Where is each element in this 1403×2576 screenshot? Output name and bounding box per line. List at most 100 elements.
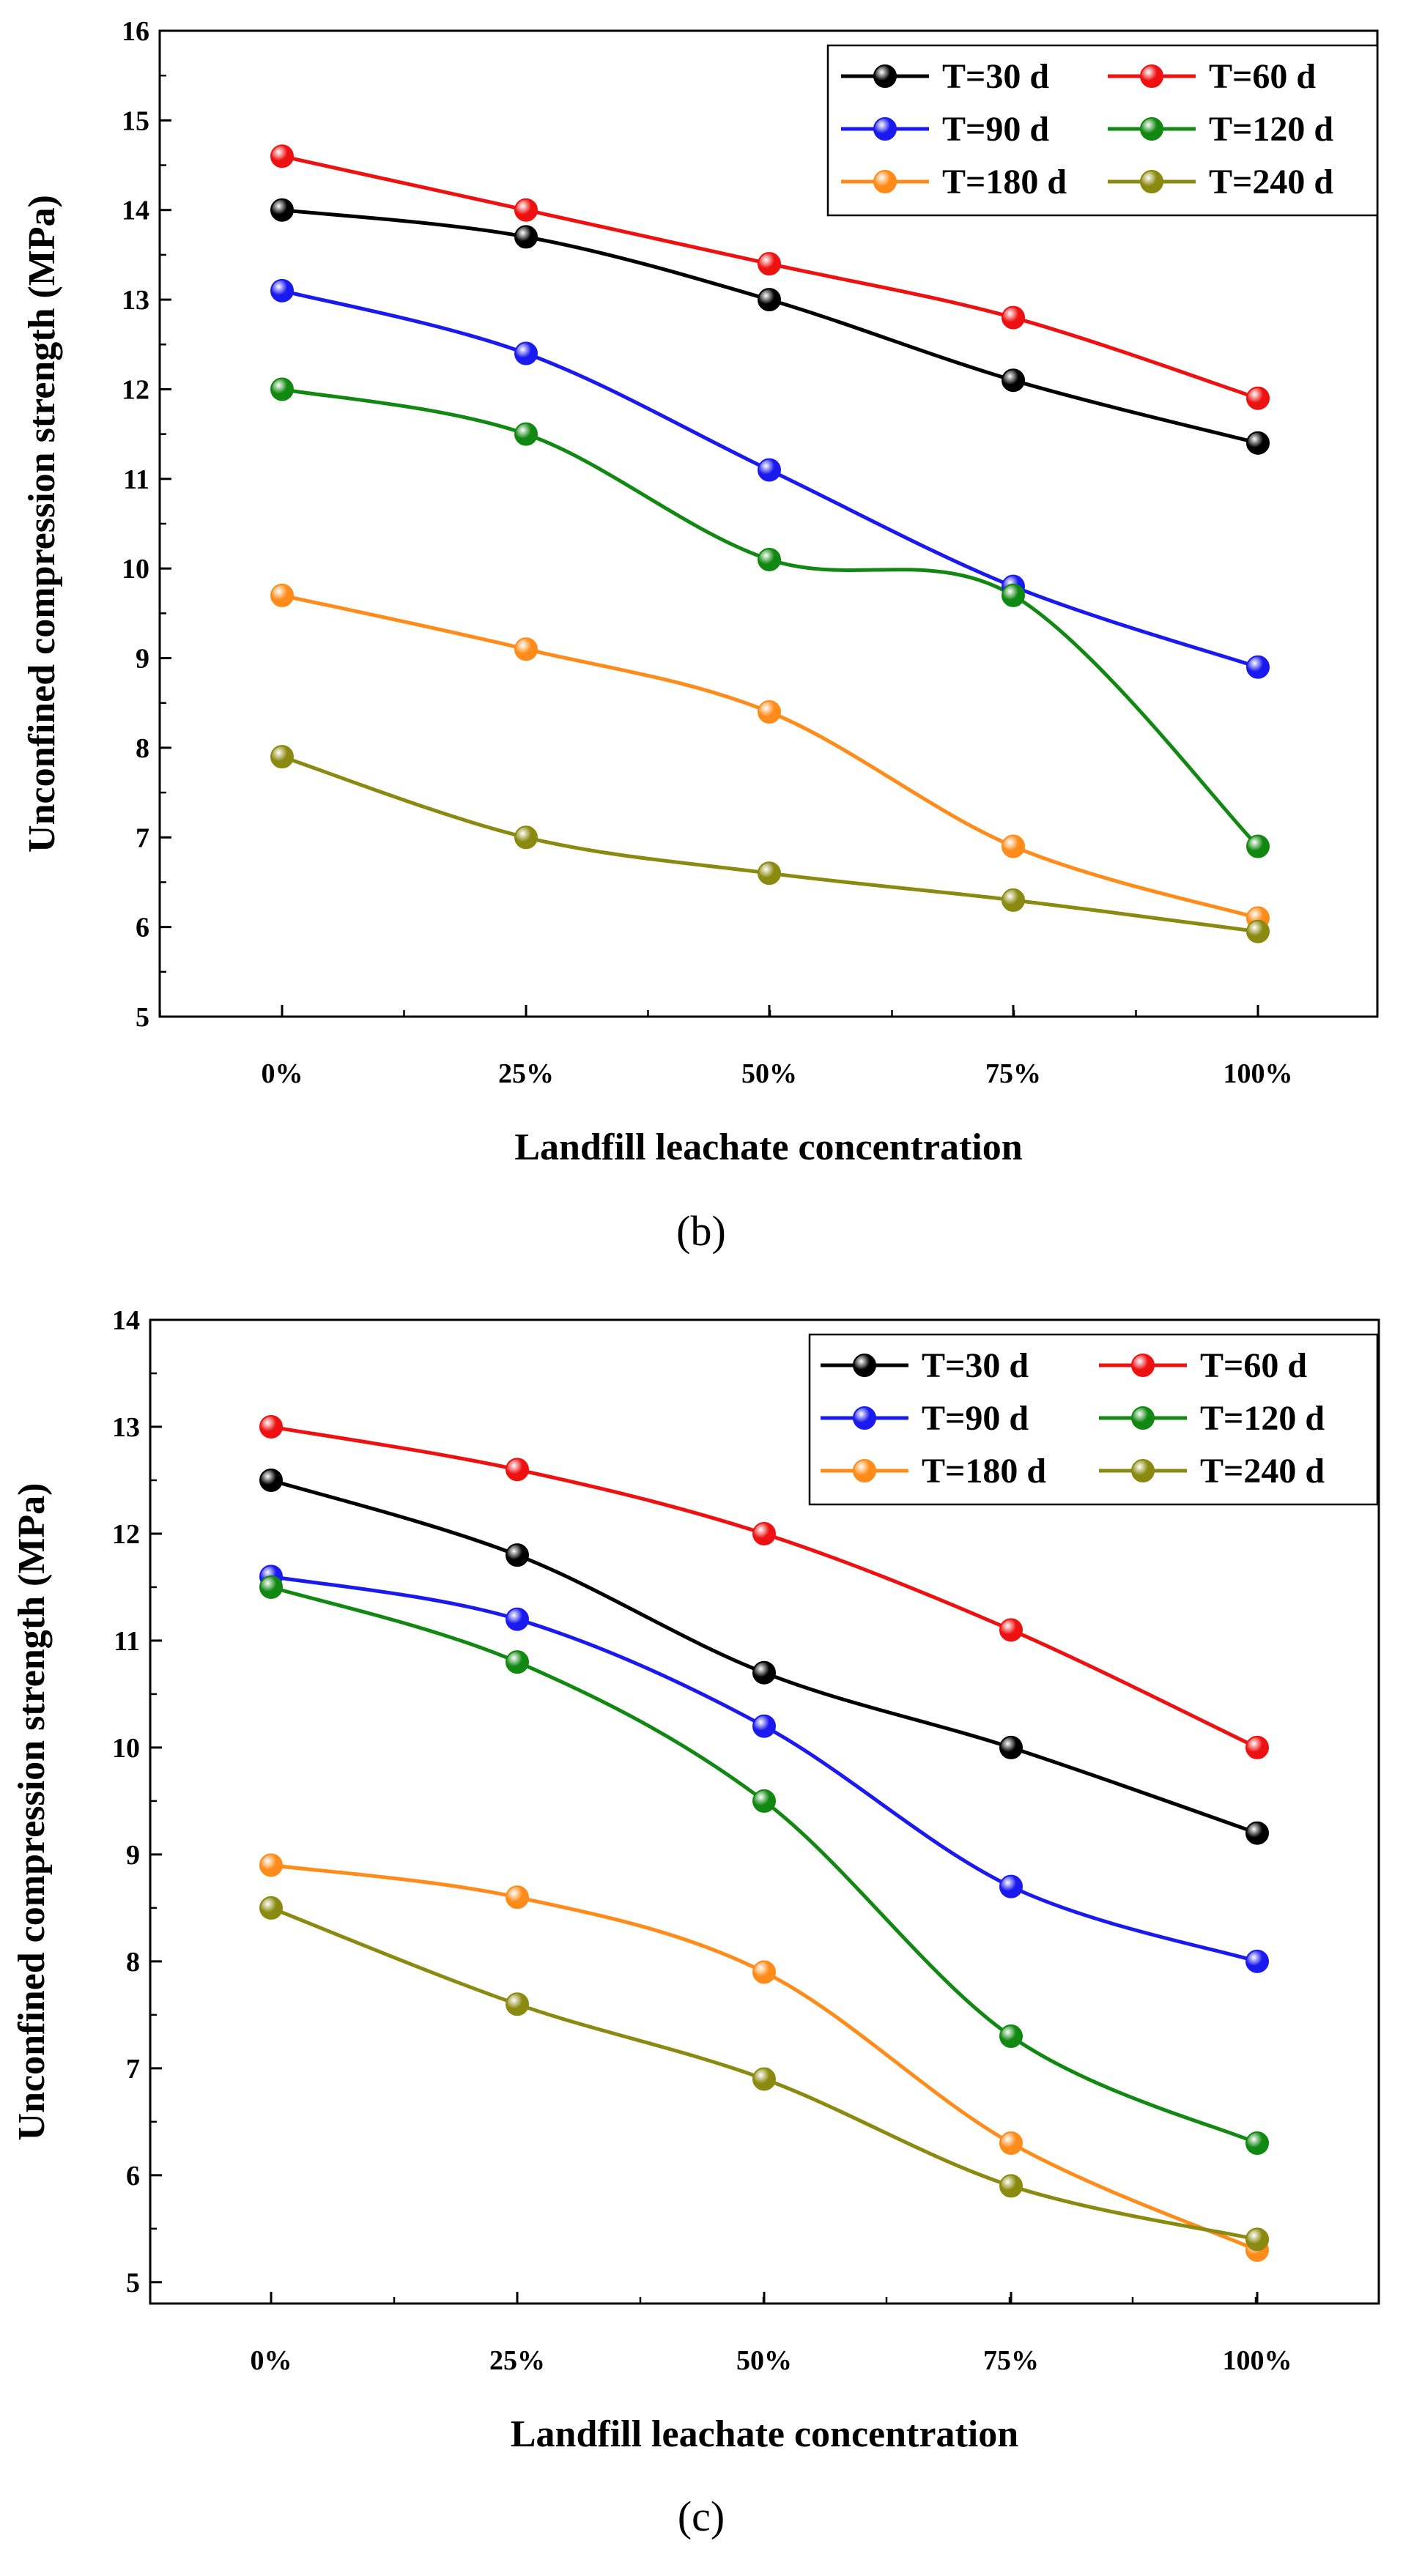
legend-label: T=120 d [1200,1399,1325,1438]
data-point [1002,368,1025,393]
data-point [514,637,538,661]
series-line-t30d [280,208,1260,445]
data-point [999,2131,1023,2156]
x-tick-label: 25% [498,1058,554,1089]
data-point [1246,655,1270,679]
legend-label: T=90 d [942,110,1049,149]
legend-label: T=30 d [922,1346,1029,1385]
data-point [506,1543,529,1567]
legend-marker [853,1459,876,1482]
data-point [752,1521,776,1545]
data-point [1245,2131,1269,2156]
data-point [259,1414,283,1439]
legend-marker [1140,170,1163,193]
data-point [752,1789,776,1813]
data-point [514,198,538,222]
data-point [1002,888,1025,912]
data-point [506,1650,529,1674]
series-line-t90d [269,1574,1259,1964]
y-tick-label: 15 [122,105,149,136]
data-point [758,458,781,482]
data-point [752,1960,776,1984]
y-tick-label: 6 [136,913,149,943]
x-axis-title: Landfill leachate concentration [514,1126,1022,1168]
y-tick-label: 14 [122,196,149,226]
legend-label: T=30 d [942,57,1049,96]
data-point [270,377,294,401]
data-point [259,1896,283,1920]
y-tick-label: 9 [126,1840,140,1871]
x-tick-label: 100% [1223,2345,1292,2376]
y-tick-label: 14 [112,1305,140,1336]
data-point [259,1575,283,1599]
y-tick-label: 10 [122,554,149,584]
chart-b: 5 6 7 8 9 10 11 12 13 14 15 16 0% 25% 50% 75% 100% Landfi… [21,16,1379,1255]
data-point [514,225,538,249]
x-axis-title: Landfill leachate concentration [511,2413,1018,2455]
y-tick-label: 7 [126,2054,140,2085]
x-tick-label: 25% [489,2345,545,2376]
legend-label: T=180 d [942,163,1067,201]
x-tick-label: 50% [741,1058,797,1089]
data-point [999,2024,1023,2049]
y-tick-label: 9 [136,644,149,675]
legend-label: T=60 d [1209,57,1316,96]
data-point [506,1992,529,2016]
data-point [752,1660,776,1685]
data-point [1246,919,1270,943]
legend-marker [1140,117,1163,141]
data-point [506,1607,529,1631]
legend-label: T=180 d [922,1452,1046,1491]
panel-caption: (b) [676,1207,726,1255]
series-line-t120d [280,387,1260,848]
x-tick-label: 100% [1224,1058,1293,1089]
data-point [259,1468,283,1492]
data-point [514,825,538,850]
y-tick-label: 8 [136,733,149,764]
y-tick-label: 16 [122,16,149,47]
data-point [1245,2227,1269,2252]
y-tick-label: 12 [122,374,149,405]
data-point [752,2067,776,2091]
y-tick-label: 11 [123,464,149,495]
data-point [758,288,781,312]
legend-label: T=120 d [1209,110,1333,149]
series-line-t240d [280,754,1260,934]
data-point [1245,1735,1269,1759]
chart-panel-b: 5 6 7 8 9 10 11 12 13 14 15 16 0% 25% 50% 75% 100% Landfi… [21,16,1379,1255]
data-point [270,278,294,302]
data-point [1245,1821,1269,1845]
legend-marker [853,1354,876,1377]
data-point [1246,386,1270,410]
y-tick-label: 7 [136,823,149,853]
legend-label: T=60 d [1200,1346,1307,1385]
chart-c: 5 6 7 8 9 10 11 12 13 14 0% 25% 50% 75% 100% Landfill l… [11,1305,1380,2540]
data-point [1246,834,1270,858]
data-point [270,745,294,769]
data-point [999,2174,1023,2198]
data-point [506,1885,529,1909]
legend-marker [1140,64,1163,88]
data-point [999,1735,1023,1759]
y-tick-label: 10 [112,1733,140,1764]
data-point [758,699,781,724]
y-axis-title: Unconfined compression strength (MPa) [11,1483,53,2141]
legend-marker [1131,1406,1155,1430]
y-tick-label: 6 [126,2161,140,2191]
data-point [1246,431,1270,455]
y-tick-label: 5 [126,2268,140,2298]
data-point [752,1714,776,1738]
data-point [1002,583,1025,607]
y-tick-label: 5 [136,1002,149,1033]
data-point [506,1458,529,1482]
legend-marker [873,117,897,141]
data-point [758,252,781,276]
data-point [259,1853,283,1877]
legend-label: T=240 d [1209,163,1333,201]
y-tick-label: 13 [122,285,149,316]
data-point [1002,834,1025,858]
data-point [758,861,781,886]
data-point [1245,1949,1269,1973]
data-point [514,341,538,365]
x-tick-label: 50% [736,2345,792,2376]
